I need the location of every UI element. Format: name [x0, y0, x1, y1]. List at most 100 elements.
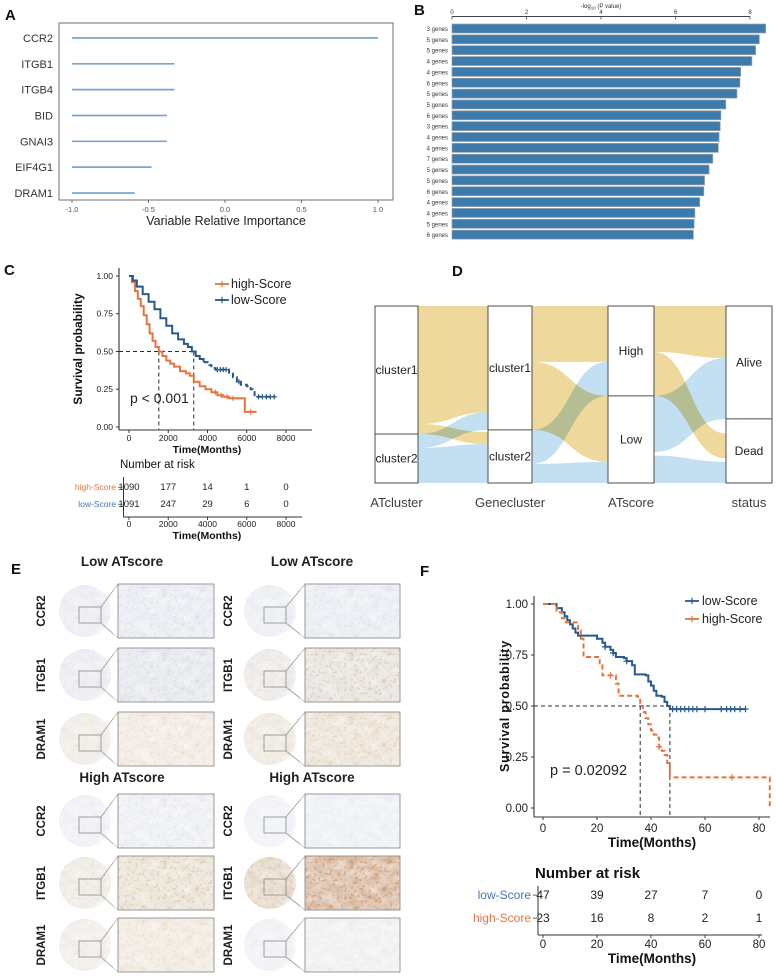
ihc-gene-label: ITGB1 [223, 657, 235, 691]
roi-connector [285, 647, 306, 672]
bar-label: 4 genes [427, 60, 448, 66]
km-curve-low-Score-tail [203, 361, 275, 398]
risk-tick-label: 40 [645, 939, 658, 951]
panel-label-c: C [4, 262, 15, 279]
alluvial-axis-label: ATcluster [370, 495, 423, 510]
ihc-unit-itgb1: ITGB1 [223, 855, 401, 911]
tissue-detail-stain [305, 648, 400, 702]
bar [451, 153, 714, 164]
ihc-unit-ccr2: CCR2 [36, 583, 215, 639]
gene-label: EIF4G1 [15, 162, 53, 174]
ihc-section-title: Low ATscore [270, 554, 354, 569]
p-value-label: p < 0.001 [130, 390, 189, 406]
node-label: Dead [735, 444, 764, 458]
alluvial-flow [532, 306, 608, 362]
roi-connector [285, 894, 306, 911]
y-tick-label: 0.50 [96, 346, 113, 356]
x-tick-label: 60 [699, 823, 712, 835]
node-label: Low [620, 432, 642, 446]
bar [451, 143, 719, 153]
y-tick-label: 0.75 [96, 309, 113, 319]
risk-table-title: Number at risk [535, 865, 641, 882]
bar [451, 110, 722, 121]
y-tick-label: 1.00 [506, 599, 528, 611]
roi-connector [100, 711, 119, 736]
roi-connector [100, 750, 119, 767]
risk-row-label: low-Score [78, 499, 116, 509]
legend-label: low-Score [231, 293, 287, 307]
x-tick-label: 40 [645, 823, 658, 835]
roi-box [78, 670, 102, 688]
x-tick-label: 8000 [277, 433, 296, 443]
risk-x-title: Time(Months) [173, 530, 242, 542]
panel-label-d: D [452, 263, 463, 280]
gene-label: ITGB4 [21, 85, 53, 97]
y-tick-label: 0.00 [96, 422, 113, 432]
km-curve-low-Score [129, 275, 205, 363]
x-tick-label: -1.0 [66, 205, 79, 214]
risk-tick-label: 8000 [277, 519, 296, 529]
roi-box [78, 940, 102, 958]
bar-label: 5 genes [427, 49, 448, 55]
risk-tick-label: 20 [591, 939, 604, 951]
ihc-section-title: High ATscore [79, 770, 165, 785]
panel-label-f: F [420, 563, 430, 580]
roi-connector [285, 793, 306, 818]
y-tick-label: 0.25 [506, 752, 528, 764]
roi-box [78, 734, 102, 752]
tissue-detail-frame [304, 711, 401, 767]
tissue-core-stain [244, 713, 296, 765]
node-label: Alive [736, 355, 762, 369]
ihc-gene-label: DRAM1 [36, 718, 48, 759]
x-tick-label: 0 [540, 823, 546, 835]
bar [451, 56, 753, 66]
tissue-detail-stain [305, 794, 400, 848]
bar [451, 34, 760, 45]
risk-count: 0 [756, 888, 763, 902]
node-label: cluster1 [489, 361, 531, 375]
panel-b-bar-chart: -log10 (P value) 0 2 4 6 8 3 genes 5 genes 5 gen… [427, 4, 766, 240]
x-tick-label: 0 [450, 10, 454, 16]
roi-box [78, 878, 102, 896]
risk-row-label: high-Score [473, 911, 531, 925]
risk-count: 8 [648, 911, 655, 925]
legend-label: low-Score [702, 594, 758, 608]
risk-count: 14 [202, 482, 213, 493]
ihc-section-title: Low ATscore [80, 554, 164, 569]
x-tick-label: 20 [591, 823, 604, 835]
x-tick-label: 80 [753, 823, 766, 835]
risk-count: 27 [644, 888, 658, 902]
risk-tick-label: 0 [540, 939, 546, 951]
roi-connector [100, 855, 119, 880]
legend-label: high-Score [702, 612, 762, 626]
tissue-core-stain [244, 857, 296, 909]
gene-label: BID [35, 110, 53, 122]
roi-connector [285, 956, 306, 973]
bar [451, 186, 705, 197]
x-tick-label: 4000 [198, 433, 217, 443]
roi-connector [285, 855, 306, 880]
tissue-detail-stain [118, 712, 214, 766]
bar [451, 99, 727, 110]
bar-label: 5 genes [427, 38, 448, 44]
bar-label: 6 genes [427, 233, 448, 239]
alluvial-flow [532, 361, 608, 465]
ihc-unit-dram1: DRAM1 [223, 711, 401, 767]
panel-label-a: A [5, 7, 16, 24]
bar [451, 77, 741, 88]
tissue-core-stain [59, 795, 111, 847]
alluvial-axis-label: Genecluster [475, 495, 546, 510]
alluvial-flow [418, 412, 488, 448]
x-tick-label: 2000 [159, 433, 178, 443]
tissue-core-stain [244, 919, 296, 971]
risk-count: 29 [202, 499, 213, 510]
roi-connector [285, 583, 306, 608]
risk-tick-label: 4000 [198, 519, 217, 529]
ihc-unit-dram1: DRAM1 [36, 711, 215, 767]
alluvial-flow [654, 455, 726, 483]
bar-label: 4 genes [427, 146, 448, 152]
tissue-detail-frame [304, 583, 401, 639]
roi-connector [100, 793, 119, 818]
roi-box [263, 606, 287, 624]
tissue-detail-frame [117, 917, 215, 973]
